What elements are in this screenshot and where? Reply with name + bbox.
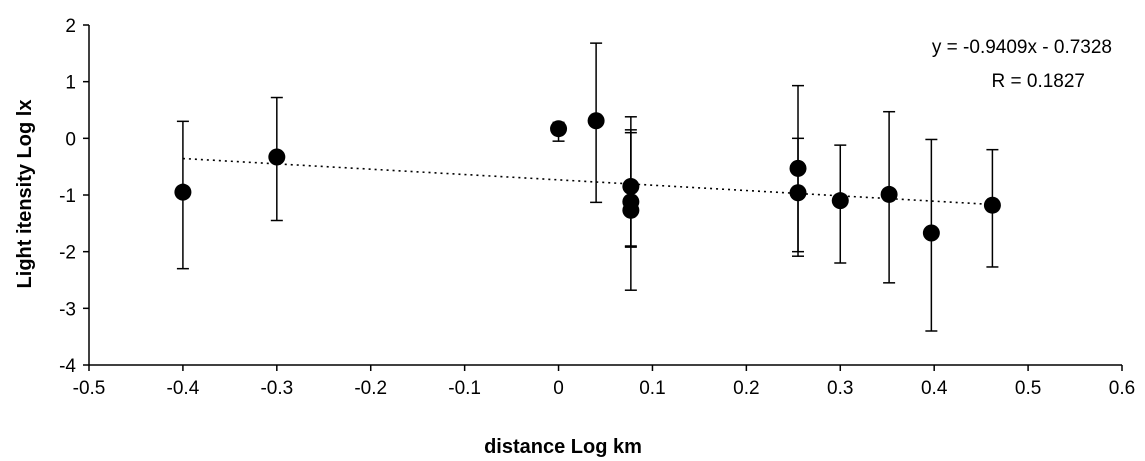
data-points (174, 112, 1001, 242)
data-point (880, 185, 898, 203)
x-tick-label: -0.2 (354, 378, 387, 399)
y-tick-label: -1 (59, 186, 76, 207)
x-tick-label: 0.1 (639, 378, 665, 399)
trendline-equation: y = -0.9409x - 0.7328 (932, 37, 1112, 58)
x-tick-label: -0.1 (448, 378, 481, 399)
y-tick-label: -2 (59, 243, 76, 264)
y-tick-label: 0 (65, 129, 76, 150)
r-value-label: R = 0.1827 (992, 71, 1086, 92)
x-tick-label: -0.4 (167, 378, 200, 399)
data-point (622, 201, 640, 219)
x-tick-label: 0 (553, 378, 564, 399)
x-tick-label: -0.5 (73, 378, 106, 399)
data-point (789, 184, 807, 202)
y-tick-label: 2 (65, 16, 76, 37)
x-tick-label: -0.3 (260, 378, 293, 399)
x-tick-label: 0.2 (733, 378, 759, 399)
data-point (174, 183, 192, 201)
y-ticks: 2 1 0 -1 -2 -3 -4 (59, 16, 89, 377)
y-tick-label: -3 (59, 299, 76, 320)
data-point (983, 196, 1001, 214)
x-tick-label: 0.4 (921, 378, 948, 399)
data-point (831, 192, 849, 210)
x-tick-label: 0.5 (1015, 378, 1041, 399)
data-point (587, 112, 605, 130)
y-tick-label: -4 (59, 356, 76, 377)
x-tick-label: 0.6 (1109, 378, 1135, 399)
data-point (622, 178, 640, 195)
y-axis-title: Light itensity Log lx (14, 100, 36, 289)
trendline (182, 157, 993, 206)
x-ticks: -0.5 -0.4 -0.3 -0.2 -0.1 0 0.1 0.2 0.3 0.4 0.5 0.6 (73, 365, 1135, 399)
axes (88, 25, 1122, 366)
x-axis-title: distance Log km (484, 436, 642, 458)
x-tick-label: 0.3 (827, 378, 853, 399)
error-bars (176, 42, 999, 332)
y-tick-label: 1 (65, 73, 76, 94)
data-point (550, 120, 568, 138)
data-point (789, 159, 807, 177)
data-point (922, 224, 940, 242)
data-point (268, 148, 286, 166)
